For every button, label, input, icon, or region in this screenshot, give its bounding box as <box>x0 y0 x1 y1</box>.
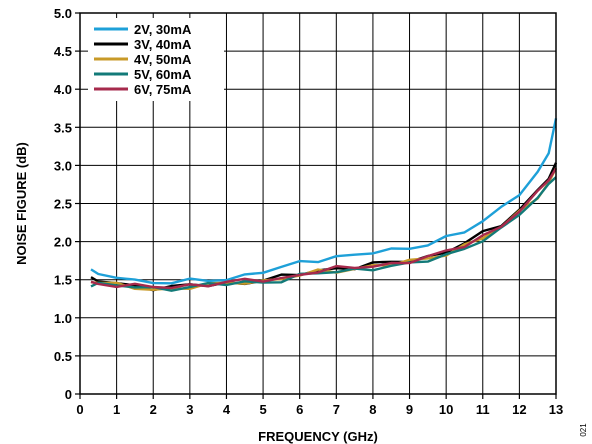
x-tick-label: 12 <box>512 402 526 417</box>
legend-label: 4V, 50mA <box>134 52 192 67</box>
x-tick-label: 1 <box>113 402 120 417</box>
y-tick-label: 0 <box>65 387 72 402</box>
axis-ticks: 0 1 2 3 4 5 6 7 8 9 10 11 12 1300.51.01.52.02.53.03.5… <box>54 6 563 417</box>
x-axis-title: FREQUENCY (GHz) <box>258 429 378 444</box>
x-tick-label: 4 <box>223 402 231 417</box>
y-tick-label: 1.5 <box>54 273 72 288</box>
y-tick-label: 0.5 <box>54 349 72 364</box>
series-line <box>90 118 558 285</box>
x-tick-label: 13 <box>549 402 563 417</box>
x-tick-label: 11 <box>476 402 490 417</box>
y-tick-label: 4.5 <box>54 44 72 59</box>
x-tick-label: 9 <box>406 402 413 417</box>
legend-label: 3V, 40mA <box>134 37 192 52</box>
x-tick-label: 8 <box>369 402 376 417</box>
series-line <box>90 167 558 290</box>
y-tick-label: 3.5 <box>54 120 72 135</box>
series-line <box>90 176 557 292</box>
x-tick-label: 0 <box>76 402 83 417</box>
y-tick-label: 2.0 <box>54 235 72 250</box>
figure-code: 021 <box>579 423 588 437</box>
y-tick-label: 3.0 <box>54 158 72 173</box>
x-tick-label: 10 <box>439 402 453 417</box>
legend-label: 2V, 30mA <box>134 22 192 37</box>
y-tick-label: 1.0 <box>54 311 72 326</box>
y-tick-label: 5.0 <box>54 6 72 21</box>
x-tick-label: 6 <box>296 402 303 417</box>
y-axis-title: NOISE FIGURE (dB) <box>14 142 29 265</box>
legend-label: 6V, 75mA <box>134 82 192 97</box>
y-tick-label: 2.5 <box>54 197 72 212</box>
x-tick-label: 2 <box>150 402 157 417</box>
legend-label: 5V, 60mA <box>134 67 192 82</box>
y-tick-label: 4.0 <box>54 82 72 97</box>
x-tick-label: 7 <box>333 402 340 417</box>
data-series <box>90 118 558 292</box>
x-tick-label: 5 <box>259 402 266 417</box>
x-tick-label: 3 <box>186 402 193 417</box>
